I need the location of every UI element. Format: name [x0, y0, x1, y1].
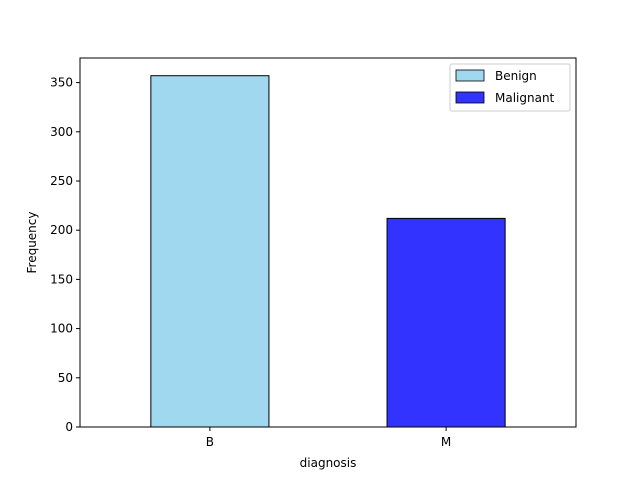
legend-label-malignant: Malignant	[495, 91, 555, 105]
y-tick-label: 0	[65, 420, 73, 434]
y-axis: 0 50 100 150 200 250 300 350	[50, 76, 80, 434]
legend-label-benign: Benign	[495, 69, 537, 83]
x-tick-label: B	[206, 435, 214, 449]
legend: Benign Malignant	[450, 64, 570, 111]
bars-layer	[151, 76, 505, 427]
y-tick-label: 250	[50, 174, 73, 188]
y-tick-label: 300	[50, 125, 73, 139]
y-tick-label: 50	[58, 371, 73, 385]
legend-swatch-malignant	[456, 92, 484, 103]
x-axis-label: diagnosis	[300, 456, 357, 470]
y-tick-label: 150	[50, 272, 73, 286]
y-tick-label: 200	[50, 223, 73, 237]
y-tick-label: 350	[50, 76, 73, 90]
legend-swatch-benign	[456, 70, 484, 81]
x-tick-label: M	[441, 435, 451, 449]
bar-benign	[151, 76, 269, 427]
y-tick-label: 100	[50, 322, 73, 336]
y-axis-label: Frequency	[25, 212, 39, 274]
bar-malignant	[387, 218, 505, 427]
